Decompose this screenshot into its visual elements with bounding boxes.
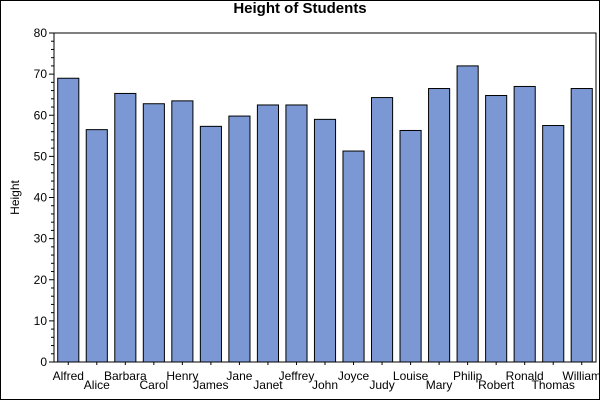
bar-henry — [171, 100, 194, 363]
bar-robert — [485, 95, 508, 363]
bar-mary — [428, 88, 451, 363]
x-tick-label: Alice — [84, 378, 110, 392]
x-tick-label: Ronald — [506, 369, 544, 383]
bar-jeffrey — [285, 104, 308, 363]
y-tick-label: 70 — [34, 67, 48, 81]
y-tick-label: 60 — [34, 108, 48, 122]
x-tick-label: Henry — [166, 369, 198, 383]
y-tick-label: 30 — [34, 232, 48, 246]
x-tick-label: Mary — [426, 378, 453, 392]
x-tick-label: Louise — [393, 369, 429, 383]
chart-title: Height of Students — [233, 0, 367, 17]
bar-carol — [142, 103, 165, 363]
x-tick-label: Alfred — [53, 369, 84, 383]
bar-thomas — [542, 125, 565, 363]
x-tick-label: James — [193, 378, 228, 392]
y-tick-label: 50 — [34, 149, 48, 163]
bar-janet — [256, 104, 280, 363]
x-tick-label: Carol — [139, 378, 168, 392]
plot-area — [53, 32, 597, 363]
x-tick-label: Thomas — [532, 378, 575, 392]
bar-jane — [228, 115, 251, 363]
x-tick-label: Philip — [453, 369, 483, 383]
bar-william — [570, 88, 593, 363]
bar-barbara — [114, 92, 137, 363]
bar-louise — [399, 129, 422, 363]
y-tick-label: 10 — [34, 314, 48, 328]
bar-joyce — [342, 150, 365, 363]
bar-alice — [85, 129, 108, 363]
x-axis: AlfredAliceBarbaraCarolHenryJamesJaneJan… — [53, 362, 600, 392]
y-tick-label: 40 — [34, 191, 48, 205]
x-tick-label: Jeffrey — [279, 369, 315, 383]
x-tick-label: John — [312, 378, 338, 392]
bar-john — [313, 118, 337, 363]
y-axis: 0 10 20 30 40 50 60 70 80 — [34, 26, 54, 369]
y-tick-label: 0 — [40, 355, 47, 369]
bar-philip — [456, 65, 479, 363]
x-tick-label: Joyce — [338, 369, 370, 383]
y-tick-label: 80 — [34, 26, 48, 40]
x-tick-label: Judy — [369, 378, 394, 392]
x-tick-label: William — [562, 369, 600, 383]
x-tick-label: Jane — [226, 369, 252, 383]
bar-alfred — [57, 77, 80, 363]
x-tick-label: Janet — [253, 378, 283, 392]
bar-james — [199, 125, 222, 363]
x-tick-label: Robert — [478, 378, 515, 392]
bar-ronald — [513, 85, 536, 363]
x-tick-label: Barbara — [104, 369, 147, 383]
y-tick-label: 20 — [34, 273, 48, 287]
y-axis-label: Height — [8, 179, 22, 214]
bar-judy — [371, 97, 394, 363]
